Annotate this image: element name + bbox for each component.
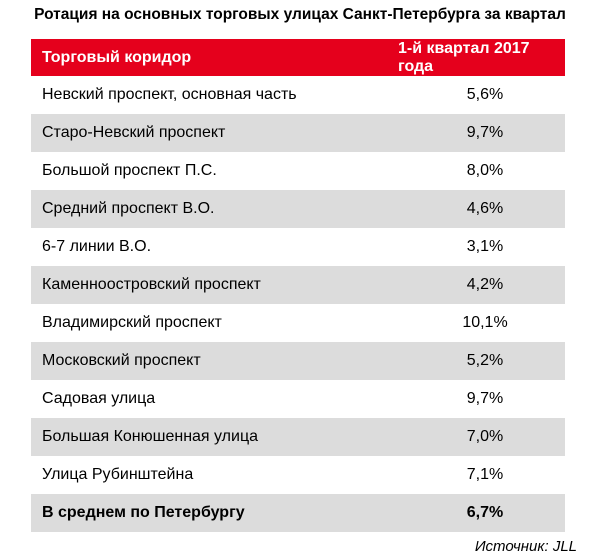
source-note: Источник: JLL xyxy=(474,538,577,555)
table-row: Большой проспект П.С. 8,0% xyxy=(31,152,565,190)
table-row: Невский проспект, основная часть 5,6% xyxy=(31,76,565,114)
table-row: Владимирский проспект 10,1% xyxy=(31,304,565,342)
corridor-name: В среднем по Петербургу xyxy=(31,494,365,532)
rotation-value: 5,2% xyxy=(365,342,565,380)
corridor-name: Московский проспект xyxy=(31,342,365,380)
rotation-value: 9,7% xyxy=(365,114,565,152)
corridor-name: 6-7 линии В.О. xyxy=(42,238,152,255)
table-row: Каменноостровский проспект 4,2% xyxy=(31,266,565,304)
rotation-value: 9,7% xyxy=(466,390,504,407)
corridor-name: Средний проспект В.О. xyxy=(31,190,365,228)
table-title: Ротация на основных торговых улицах Санк… xyxy=(34,6,566,23)
rotation-value: 7,0% xyxy=(365,418,565,456)
table-row: 6-7 линии В.О. 3,1% xyxy=(31,228,565,266)
column-header-quarter: 1-й квартал 2017 года xyxy=(365,39,565,76)
rotation-value: 3,1% xyxy=(466,238,504,255)
rotation-value: 4,6% xyxy=(365,190,565,228)
table-row: Улица Рубинштейна 7,1% xyxy=(31,456,565,494)
column-header-corridor: Торговый коридор xyxy=(31,39,365,76)
rotation-value: 6,7% xyxy=(365,494,565,532)
corridor-name: Большая Конюшенная улица xyxy=(31,418,365,456)
corridor-name: Большой проспект П.С. xyxy=(42,162,217,179)
corridor-name: Улица Рубинштейна xyxy=(42,466,194,483)
table-header-row: Торговый коридор 1-й квартал 2017 года xyxy=(31,39,565,76)
table-row-total: В среднем по Петербургу 6,7% xyxy=(31,494,565,532)
table-row: Садовая улица 9,7% xyxy=(31,380,565,418)
corridor-name: Каменноостровский проспект xyxy=(31,266,365,304)
corridor-name: Невский проспект, основная часть xyxy=(42,86,297,103)
corridor-name: Старо-Невский проспект xyxy=(31,114,365,152)
rotation-value: 5,6% xyxy=(466,86,504,103)
rotation-value: 7,1% xyxy=(466,466,504,483)
table-row: Московский проспект 5,2% xyxy=(31,342,565,380)
rotation-value: 8,0% xyxy=(466,162,504,179)
rotation-value: 4,2% xyxy=(365,266,565,304)
table-row: Большая Конюшенная улица 7,0% xyxy=(31,418,565,456)
table-row: Старо-Невский проспект 9,7% xyxy=(31,114,565,152)
rotation-table: Торговый коридор 1-й квартал 2017 года Н… xyxy=(31,39,565,532)
table-row: Средний проспект В.О. 4,6% xyxy=(31,190,565,228)
corridor-name: Владимирский проспект xyxy=(42,314,222,331)
corridor-name: Садовая улица xyxy=(42,390,156,407)
rotation-value: 10,1% xyxy=(462,314,508,331)
